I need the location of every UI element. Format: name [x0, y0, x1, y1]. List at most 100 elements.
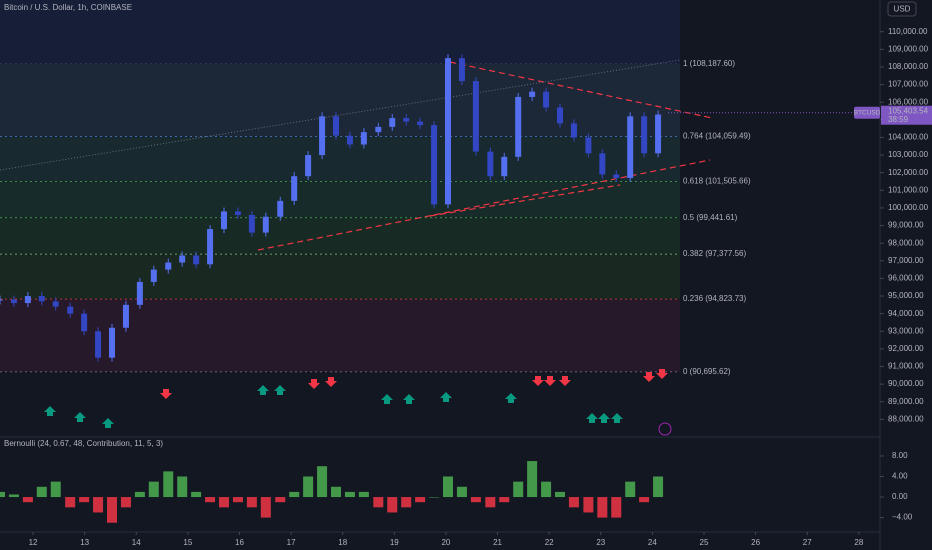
osc-bar — [653, 476, 664, 498]
x-tick-label: 13 — [80, 538, 89, 547]
replay-icon[interactable] — [658, 422, 672, 436]
osc-bar — [22, 497, 33, 503]
currency-button[interactable] — [887, 1, 917, 17]
sell-arrow — [325, 377, 337, 387]
y-tick-label: 96,000.00 — [888, 274, 924, 283]
chart-title: Bitcoin / U.S. Dollar, 1h, COINBASE — [4, 3, 132, 12]
x-tick-label: 15 — [183, 538, 192, 547]
osc-bar — [485, 497, 496, 508]
osc-bar — [373, 497, 384, 508]
y-tick-label: 104,000.00 — [888, 133, 929, 142]
candle — [221, 211, 227, 230]
candle — [472, 81, 479, 152]
x-tick-label: 20 — [441, 538, 450, 547]
candle — [585, 137, 592, 154]
candle — [248, 214, 255, 233]
y-tick-label: 110,000.00 — [888, 27, 928, 36]
candle — [417, 121, 424, 126]
osc-bar — [401, 497, 412, 508]
x-tick-label: 27 — [803, 538, 812, 547]
currency[interactable]: USD — [894, 5, 911, 14]
osc-bar — [513, 481, 524, 498]
buy-arrow — [274, 385, 286, 395]
fib-label: 1 (108,187.60) — [683, 59, 735, 68]
sell-arrow — [656, 369, 668, 379]
candle — [557, 107, 563, 124]
x-tick-label: 25 — [700, 538, 709, 547]
y-tick-label: 109,000.00 — [888, 44, 929, 53]
x-tick-label: 18 — [338, 538, 347, 547]
candle — [613, 174, 620, 178]
fib-bands — [0, 63, 680, 373]
buy-arrow — [611, 413, 623, 423]
osc-bar — [232, 497, 243, 503]
candle — [67, 306, 74, 314]
candle — [346, 135, 353, 145]
x-tick-label: 22 — [545, 538, 554, 547]
buy-arrow — [403, 394, 415, 404]
osc-bar — [303, 476, 314, 498]
trendline — [429, 184, 621, 217]
osc-bar — [260, 497, 271, 518]
indicator-title: Bernoulli (24, 0.67, 48, Contribution, 1… — [4, 439, 163, 448]
osc-bar — [443, 476, 453, 498]
sell-arrow — [559, 376, 571, 386]
osc-bar — [107, 497, 117, 523]
candle — [305, 155, 312, 177]
sell-arrow — [308, 379, 320, 389]
candle — [501, 156, 508, 177]
osc-bar — [134, 491, 145, 498]
osc-bar — [120, 497, 131, 508]
candle — [136, 281, 143, 305]
osc-bar — [8, 494, 19, 498]
buy-arrow — [381, 394, 393, 404]
candle — [291, 176, 298, 201]
osc-bar — [50, 481, 61, 498]
osc-bar — [148, 481, 159, 498]
candle — [10, 299, 17, 304]
x-tick-label: 23 — [596, 538, 605, 547]
x-tick-label: 16 — [235, 538, 244, 547]
osc-tick-label: 4.00 — [892, 472, 908, 481]
candle — [403, 118, 410, 122]
osc-bar — [177, 476, 188, 498]
fib-band — [0, 217, 680, 255]
osc-tick-label: 0.00 — [892, 492, 908, 501]
candle — [165, 262, 172, 270]
osc-bar — [205, 497, 216, 503]
signals — [44, 369, 668, 428]
candle — [360, 132, 367, 145]
candle — [529, 91, 536, 97]
osc-bar — [275, 497, 286, 503]
osc-bar — [415, 497, 426, 503]
osc-bar — [611, 497, 622, 518]
osc-bar — [456, 486, 467, 498]
buy-arrow — [257, 385, 269, 395]
sell-arrow — [544, 376, 556, 386]
y-tick-label: 92,000.00 — [888, 344, 924, 353]
candle — [389, 118, 396, 127]
osc-bar — [163, 471, 174, 498]
osc-bar — [246, 497, 257, 508]
candle — [179, 255, 186, 263]
buy-arrow — [102, 418, 114, 428]
fib-label: 0.5 (99,441.61) — [683, 213, 738, 222]
candle — [641, 116, 648, 154]
y-tick-label: 98,000.00 — [888, 238, 924, 247]
fib-band — [0, 254, 680, 300]
candle — [234, 211, 241, 215]
y-tick-label: 94,000.00 — [888, 309, 924, 318]
candle — [81, 313, 88, 332]
osc-bar — [583, 497, 594, 513]
osc-bar — [555, 491, 565, 498]
candle — [431, 125, 438, 205]
y-tick-label: 102,000.00 — [888, 168, 929, 177]
last-price: 105,403.54 — [888, 106, 929, 115]
y-tick-label: 97,000.00 — [888, 256, 924, 265]
y-tick-label: 103,000.00 — [888, 150, 929, 159]
candle — [207, 229, 214, 265]
candle — [333, 116, 339, 136]
y-tick-label: 93,000.00 — [888, 326, 924, 335]
fib-label: 0.618 (101,505.66) — [683, 177, 751, 186]
